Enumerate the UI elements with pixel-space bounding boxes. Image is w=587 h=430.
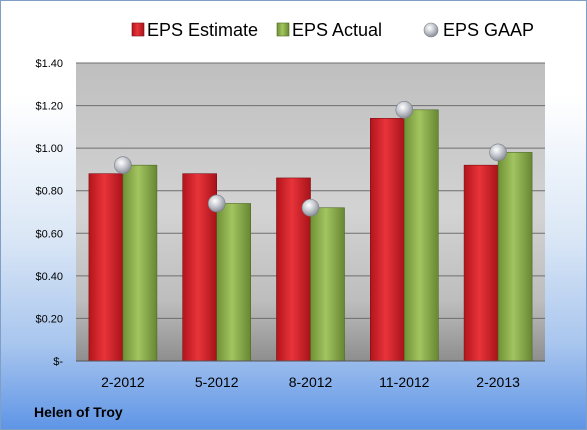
actual-bar xyxy=(497,152,533,362)
y-tick-label: $- xyxy=(53,356,63,368)
x-tick-label: 5-2012 xyxy=(195,374,239,390)
legend-label: EPS Estimate xyxy=(147,20,258,40)
legend-gaap-swatch xyxy=(423,22,439,38)
y-tick-label: $1.00 xyxy=(35,143,63,155)
x-tick-label: 2-2013 xyxy=(476,374,520,390)
x-tick-label: 11-2012 xyxy=(379,374,430,390)
y-tick-label: $0.40 xyxy=(35,271,63,283)
company-label: Helen of Troy xyxy=(34,404,123,420)
gaap-marker xyxy=(114,156,132,174)
gaap-marker xyxy=(207,194,226,213)
legend-actual-swatch xyxy=(276,22,290,37)
legend-label: EPS Actual xyxy=(292,20,382,40)
estimate-bar xyxy=(463,164,499,362)
y-tick-label: $0.20 xyxy=(35,313,63,325)
actual-bar xyxy=(122,164,158,362)
actual-bar xyxy=(216,203,251,362)
x-tick-label: 8-2012 xyxy=(289,374,333,390)
gaap-marker xyxy=(301,198,320,217)
actual-bar xyxy=(403,109,439,362)
y-tick-label: $0.80 xyxy=(35,186,63,198)
legend-label: EPS GAAP xyxy=(443,20,534,40)
gaap-marker xyxy=(395,101,414,119)
x-tick-label: 2-2012 xyxy=(101,374,145,390)
y-tick-label: $1.20 xyxy=(35,101,63,113)
gaap-marker xyxy=(489,143,507,162)
estimate-bar xyxy=(369,118,405,362)
y-tick-label: $1.40 xyxy=(35,58,63,70)
legend-estimate-swatch xyxy=(131,22,145,37)
estimate-bar xyxy=(88,173,124,362)
y-tick-label: $0.60 xyxy=(35,228,63,240)
actual-bar xyxy=(310,207,345,362)
